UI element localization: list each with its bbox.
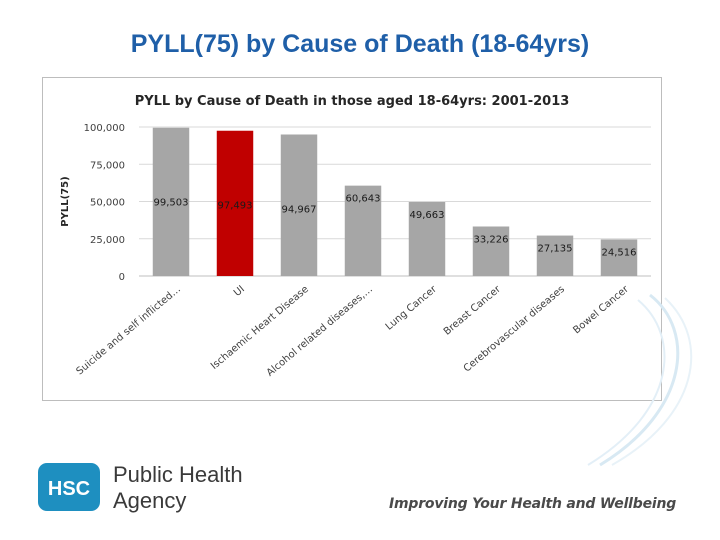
data-label-3: 60,643 <box>346 194 381 205</box>
x-tick-label-0: Suicide and self inflicted… <box>74 284 182 378</box>
org-name-line-2: Agency <box>113 488 187 513</box>
y-tick-label: 100,000 <box>84 123 125 134</box>
x-tick-label-6: Cerebrovascular diseases <box>462 284 567 375</box>
data-label-1: 97,493 <box>218 201 253 212</box>
y-tick-label: 0 <box>119 272 125 283</box>
bar-6 <box>536 235 574 276</box>
bar-5 <box>472 226 510 276</box>
bar-1 <box>216 130 254 276</box>
bar-4 <box>408 202 446 276</box>
hsc-logo: HSC <box>38 463 100 511</box>
y-axis-label: PYLL(75) <box>60 176 71 226</box>
decorative-swirl <box>587 293 693 467</box>
data-label-2: 94,967 <box>282 204 317 215</box>
y-tick-label: 25,000 <box>90 235 125 246</box>
logo-text: HSC <box>48 478 90 500</box>
data-label-0: 99,503 <box>154 198 189 209</box>
data-label-5: 33,226 <box>474 234 509 245</box>
x-tick-label-5: Breast Cancer <box>442 283 504 337</box>
data-label-4: 49,663 <box>410 210 445 221</box>
organisation-name: Public Health Agency <box>113 462 243 514</box>
chart-frame: PYLL by Cause of Death in those aged 18-… <box>42 77 662 401</box>
bar-0 <box>152 127 190 276</box>
tagline: Improving Your Health and Wellbeing <box>389 496 677 512</box>
logo-background <box>38 463 100 511</box>
x-tick-label-1: UI <box>232 284 247 299</box>
bar-chart: PYLL by Cause of Death in those aged 18-… <box>60 94 651 379</box>
bar-7 <box>600 239 638 276</box>
data-label-6: 27,135 <box>538 244 573 255</box>
org-name-line-1: Public Health <box>113 462 243 487</box>
x-tick-label-3: Alcohol related diseases,… <box>265 284 375 379</box>
x-tick-label-4: Lung Cancer <box>384 283 440 332</box>
y-tick-label: 75,000 <box>90 160 125 171</box>
bar-3 <box>344 185 382 276</box>
bar-2 <box>280 134 318 276</box>
chart-title: PYLL by Cause of Death in those aged 18-… <box>135 94 570 109</box>
slide-title: PYLL(75) by Cause of Death (18-64yrs) <box>130 30 590 58</box>
data-label-7: 24,516 <box>602 247 637 258</box>
y-tick-label: 50,000 <box>90 198 125 209</box>
